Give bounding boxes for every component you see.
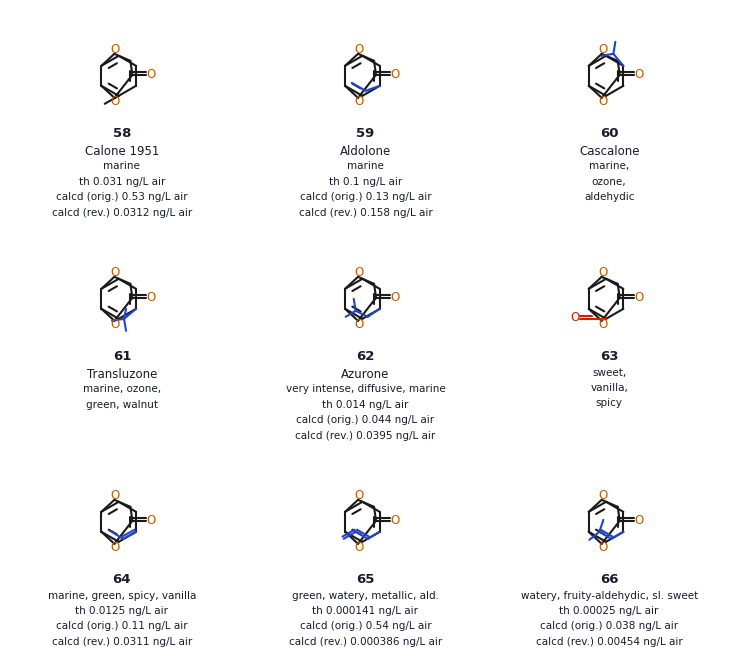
Text: O: O xyxy=(390,291,400,304)
Text: O: O xyxy=(634,291,643,304)
Text: calcd (orig.) 0.038 ng/L air: calcd (orig.) 0.038 ng/L air xyxy=(540,622,678,632)
Text: O: O xyxy=(147,514,156,527)
Text: O: O xyxy=(355,43,364,56)
Text: O: O xyxy=(634,514,643,527)
Text: calcd (rev.) 0.000386 ng/L air: calcd (rev.) 0.000386 ng/L air xyxy=(289,637,442,647)
Text: O: O xyxy=(598,95,607,108)
Text: 64: 64 xyxy=(113,573,131,586)
Text: O: O xyxy=(111,318,120,331)
Text: green, walnut: green, walnut xyxy=(86,400,158,410)
Text: Calone 1951: Calone 1951 xyxy=(85,145,159,158)
Text: calcd (rev.) 0.0312 ng/L air: calcd (rev.) 0.0312 ng/L air xyxy=(52,207,192,217)
Text: th 0.0125 ng/L air: th 0.0125 ng/L air xyxy=(75,606,168,616)
Text: calcd (orig.) 0.54 ng/L air: calcd (orig.) 0.54 ng/L air xyxy=(300,622,431,632)
Text: marine,: marine, xyxy=(589,161,629,171)
Text: watery, fruity-aldehydic, sl. sweet: watery, fruity-aldehydic, sl. sweet xyxy=(520,591,698,601)
Text: O: O xyxy=(111,266,120,280)
Text: O: O xyxy=(111,489,120,502)
Text: calcd (rev.) 0.158 ng/L air: calcd (rev.) 0.158 ng/L air xyxy=(299,207,432,217)
Text: calcd (orig.) 0.044 ng/L air: calcd (orig.) 0.044 ng/L air xyxy=(297,415,434,425)
Text: O: O xyxy=(355,489,364,502)
Text: O: O xyxy=(598,489,607,502)
Text: very intense, diffusive, marine: very intense, diffusive, marine xyxy=(286,385,445,395)
Text: calcd (orig.) 0.11 ng/L air: calcd (orig.) 0.11 ng/L air xyxy=(56,622,188,632)
Text: marine, green, spicy, vanilla: marine, green, spicy, vanilla xyxy=(48,591,196,601)
Text: 58: 58 xyxy=(113,127,131,140)
Text: ozone,: ozone, xyxy=(592,177,626,187)
Text: O: O xyxy=(598,43,607,56)
Text: marine: marine xyxy=(347,161,384,171)
Text: O: O xyxy=(570,311,580,324)
Text: 59: 59 xyxy=(357,127,374,140)
Text: th 0.00025 ng/L air: th 0.00025 ng/L air xyxy=(559,606,659,616)
Text: marine: marine xyxy=(103,161,140,171)
Text: 60: 60 xyxy=(600,127,618,140)
Text: O: O xyxy=(598,541,607,555)
Text: th 0.031 ng/L air: th 0.031 ng/L air xyxy=(79,177,165,187)
Text: calcd (orig.) 0.53 ng/L air: calcd (orig.) 0.53 ng/L air xyxy=(56,192,188,202)
Text: 66: 66 xyxy=(600,573,618,586)
Text: Transluzone: Transluzone xyxy=(87,368,157,381)
Text: 63: 63 xyxy=(600,350,618,363)
Text: th 0.014 ng/L air: th 0.014 ng/L air xyxy=(322,400,409,410)
Text: Cascalone: Cascalone xyxy=(579,145,640,158)
Text: O: O xyxy=(111,541,120,555)
Text: O: O xyxy=(390,68,400,82)
Text: O: O xyxy=(355,541,364,555)
Text: 62: 62 xyxy=(356,350,375,363)
Text: green, watery, metallic, ald.: green, watery, metallic, ald. xyxy=(292,591,439,601)
Text: O: O xyxy=(147,291,156,304)
Text: calcd (rev.) 0.0311 ng/L air: calcd (rev.) 0.0311 ng/L air xyxy=(52,637,192,647)
Text: O: O xyxy=(634,68,643,82)
Text: aldehydic: aldehydic xyxy=(584,192,635,202)
Text: O: O xyxy=(111,43,120,56)
Text: calcd (orig.) 0.13 ng/L air: calcd (orig.) 0.13 ng/L air xyxy=(300,192,431,202)
Text: Azurone: Azurone xyxy=(341,368,390,381)
Text: calcd (rev.) 0.0395 ng/L air: calcd (rev.) 0.0395 ng/L air xyxy=(295,431,436,441)
Text: th 0.1 ng/L air: th 0.1 ng/L air xyxy=(329,177,402,187)
Text: O: O xyxy=(147,68,156,82)
Text: O: O xyxy=(355,95,364,108)
Text: O: O xyxy=(355,266,364,280)
Text: Aldolone: Aldolone xyxy=(340,145,391,158)
Text: spicy: spicy xyxy=(596,399,623,409)
Text: O: O xyxy=(390,514,400,527)
Text: 61: 61 xyxy=(113,350,131,363)
Text: O: O xyxy=(111,95,120,108)
Text: calcd (rev.) 0.00454 ng/L air: calcd (rev.) 0.00454 ng/L air xyxy=(536,637,683,647)
Text: sweet,: sweet, xyxy=(592,368,626,378)
Text: O: O xyxy=(355,318,364,331)
Text: O: O xyxy=(598,318,607,331)
Text: vanilla,: vanilla, xyxy=(590,383,628,393)
Text: marine, ozone,: marine, ozone, xyxy=(83,385,161,395)
Text: th 0.000141 ng/L air: th 0.000141 ng/L air xyxy=(312,606,419,616)
Text: O: O xyxy=(598,266,607,280)
Text: 65: 65 xyxy=(356,573,375,586)
